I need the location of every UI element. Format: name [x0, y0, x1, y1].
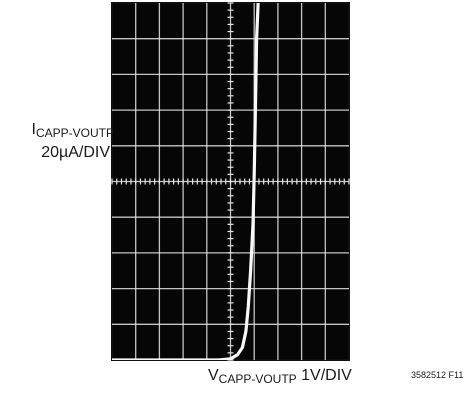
x-axis-label-main: V — [208, 367, 219, 384]
x-axis-label-subscript: CAPP-VOUTP — [218, 372, 297, 386]
y-axis-label-subscript: CAPP-VOUTP — [35, 126, 114, 140]
figure-id: 3582512 F11 — [411, 370, 464, 380]
trace-line — [112, 3, 260, 360]
y-axis-scale: 20µA/DIV — [41, 144, 110, 161]
y-axis-label-main: I — [31, 121, 36, 138]
y-axis-label: ICAPP-VOUTP 20µA/DIV — [14, 120, 114, 162]
x-axis-label: VCAPP-VOUTP 1V/DIV — [208, 367, 352, 386]
x-axis-scale: 1V/DIV — [301, 367, 352, 384]
